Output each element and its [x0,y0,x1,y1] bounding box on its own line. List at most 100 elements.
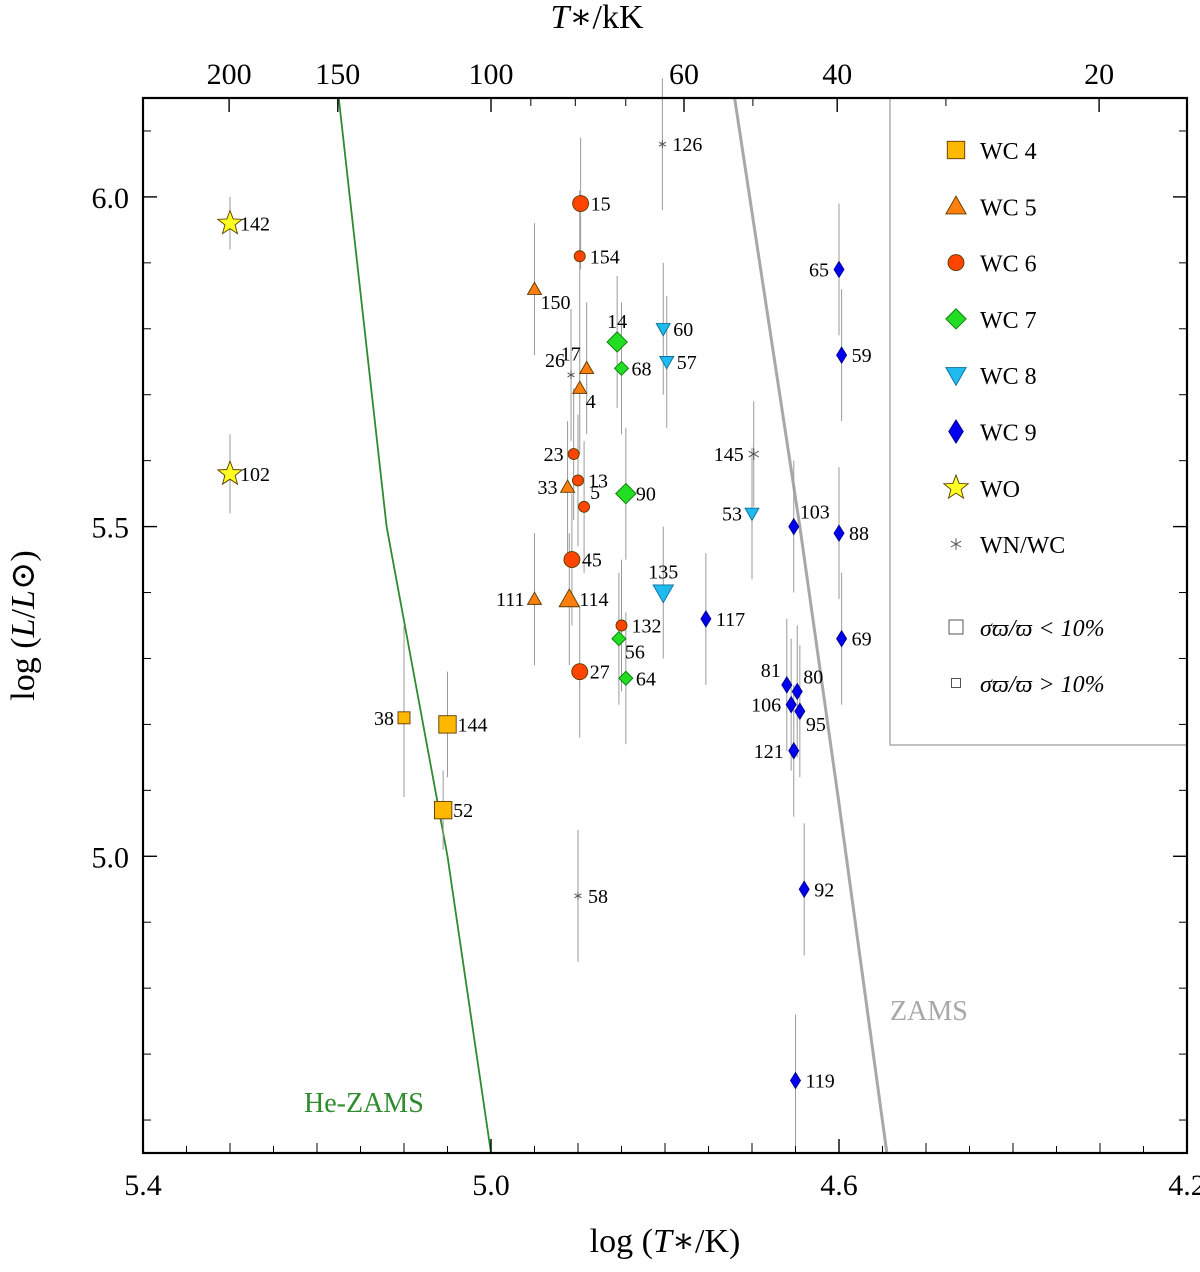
point-label-114: 114 [579,589,608,611]
point-label-102: 102 [240,464,270,486]
point-label-58: 58 [588,886,608,908]
point-wc9-59 [836,346,848,365]
he-zams-curve [337,97,492,1154]
legend-label-wnwc: WN/WC [980,533,1065,559]
point-label-119: 119 [806,1070,835,1092]
legend-label-wc4: WC 4 [980,139,1037,165]
point-label-132: 132 [632,616,662,638]
point-label-5: 5 [590,482,600,504]
points-group [216,140,848,1090]
point-wc5-114 [558,588,581,608]
point-wc8-135 [652,584,675,604]
point-label-14: 14 [607,311,627,333]
point-wo-142 [216,209,244,235]
point-wc6-15 [572,195,590,212]
point-wc9-80 [791,682,803,701]
point-wc9-95 [794,702,806,721]
point-label-45: 45 [582,550,602,572]
point-label-56: 56 [625,642,645,664]
point-label-60: 60 [673,319,693,341]
legend-marker-wo [942,473,970,500]
legend-box [889,98,1187,746]
point-label-15: 15 [591,194,611,216]
legend-label-wc7: WC 7 [980,308,1037,334]
point-label-57: 57 [677,352,697,374]
point-label-90: 90 [636,484,656,506]
top-axis-title: T∗/kK [550,0,643,36]
point-label-145: 145 [714,444,744,466]
top-tick-label: 60 [669,58,699,91]
x-tick-label: 4.2 [1168,1169,1200,1202]
x-tick-label: 5.0 [472,1169,510,1202]
zams-label: ZAMS [890,996,968,1027]
point-label-103: 103 [800,502,830,524]
point-wc6-5 [578,500,591,513]
point-label-59: 59 [852,345,872,367]
point-label-27: 27 [590,662,610,684]
point-wc4-144 [438,715,457,734]
point-wc7-90 [615,482,637,505]
point-wc5-111 [526,591,543,605]
point-wc7-56 [611,631,627,647]
point-label-142: 142 [240,213,270,235]
point-label-111: 111 [496,589,525,611]
curves-group: He-ZAMS ZAMS [304,97,968,1154]
legend-label-wc5: WC 5 [980,195,1037,221]
point-wc6-27 [571,663,589,681]
top-tick-label: 200 [207,58,252,91]
y-tick-label: 5.5 [92,512,130,545]
axes-group: 5.4 5.0 4.6 4.2 5.0 5.5 6.0 200 150 100 60 40 20 log … [5,0,1200,1260]
y-axis-title: log (L/L⊙) [5,550,42,700]
point-wc5-150 [526,281,543,295]
legend-marker-wc7 [945,308,967,330]
point-label-150: 150 [541,292,571,314]
point-wc4-38 [397,711,411,725]
legend-label-wc8: WC 8 [980,364,1037,390]
legend-size-marker [951,678,961,688]
legend-label-wo: WO [980,477,1020,503]
point-wc7-68 [613,360,630,376]
point-label-33: 33 [538,477,558,499]
point-wc9-121 [788,741,800,760]
point-label-65: 65 [809,259,829,281]
point-label-88: 88 [849,523,869,545]
point-wc8-57 [658,356,675,370]
x-tick-label: 5.4 [124,1169,162,1202]
point-label-13: 13 [588,470,608,492]
point-wc9-69 [836,629,848,648]
point-label-68: 68 [632,358,652,380]
point-label-144: 144 [458,714,488,736]
point-label-17: 17 [561,343,581,365]
point-labels-group: 38 144 52 150 17 4 33 111 114 15 154 23 135 45 132 27 14… [240,134,872,1092]
point-label-126: 126 [672,134,702,156]
point-label-38: 38 [374,708,394,730]
y-tick-label: 5.0 [92,841,130,874]
legend-marker-wc6 [947,254,965,272]
point-label-92: 92 [814,879,834,901]
x-tick-label: 4.6 [820,1169,858,1202]
legend-marker-wc4 [946,140,966,160]
point-label-154: 154 [590,246,620,268]
legend-marker-wc5 [945,195,967,215]
point-wc9-65 [833,260,845,279]
point-label-80: 80 [803,666,823,688]
zams-curve [733,97,889,1154]
x-axis-title: log (T∗/K) [590,1223,741,1260]
point-label-135: 135 [648,562,678,584]
legend-size-label: σϖ/ϖ > 10% [980,672,1105,698]
point-wc9-106 [785,695,797,714]
point-wc8-60 [655,323,672,337]
top-tick-label: 20 [1084,58,1114,91]
point-wc6-23 [567,448,580,461]
point-label-117: 117 [716,609,745,631]
point-label-52: 52 [453,800,473,822]
point-wc6-13 [572,474,584,487]
point-label-121: 121 [754,741,784,763]
point-label-95: 95 [806,714,826,736]
legend-label-wc9: WC 9 [980,421,1037,447]
point-wnwc-26 [567,370,575,379]
legend-size-marker [948,619,964,635]
point-label-69: 69 [852,629,872,651]
point-label-81: 81 [761,660,781,682]
